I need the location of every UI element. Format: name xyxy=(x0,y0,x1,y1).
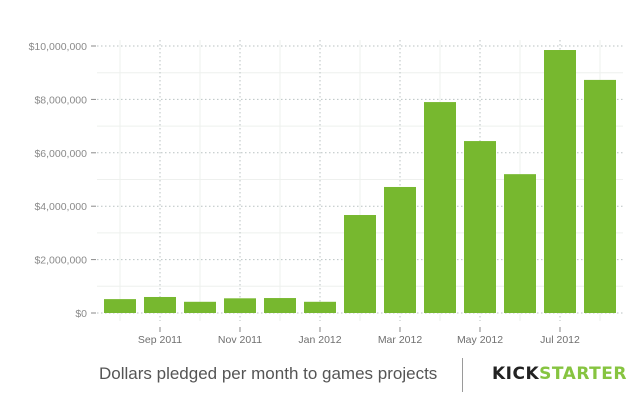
bar-sep-2011 xyxy=(144,296,176,313)
divider xyxy=(462,358,463,392)
bar-chart: $0 $2,000,000 $4,000,000 $6,000,000 $8,000,0… xyxy=(29,40,623,346)
bar-dec-2011 xyxy=(264,298,296,313)
bar-oct-2011 xyxy=(184,301,216,313)
bar-feb-2012 xyxy=(344,215,376,313)
y-tick-label: $10,000,000 xyxy=(29,41,88,53)
y-tick-label: $4,000,000 xyxy=(34,201,87,213)
chart-caption: Dollars pledged per month to games proje… xyxy=(99,364,438,383)
bar-may-2012 xyxy=(464,141,496,313)
x-tick-label: Jan 2012 xyxy=(298,334,341,346)
x-tick-label: Mar 2012 xyxy=(378,334,423,346)
bars xyxy=(104,50,616,313)
bar-nov-2011 xyxy=(224,298,256,313)
bar-aug-2012 xyxy=(584,79,616,313)
x-tick-label: Jul 2012 xyxy=(540,334,580,346)
y-tick-label: $6,000,000 xyxy=(34,148,87,160)
x-tick-label: Nov 2011 xyxy=(218,334,262,346)
bar-aug-2011 xyxy=(104,299,136,313)
bar-jul-2012 xyxy=(544,50,576,313)
y-tick-label: $0 xyxy=(75,308,87,320)
x-axis: Sep 2011 Nov 2011 Jan 2012 Mar 2012 May 2012… xyxy=(138,327,580,346)
bar-apr-2012 xyxy=(424,102,456,313)
y-tick-label: $8,000,000 xyxy=(34,94,87,106)
kickstarter-logo: KICKSTARTER xyxy=(492,364,627,384)
bar-jan-2012 xyxy=(304,301,336,313)
y-tick-label: $2,000,000 xyxy=(34,255,87,267)
bar-jun-2012 xyxy=(504,174,536,313)
x-tick-label: May 2012 xyxy=(457,334,503,346)
x-tick-label: Sep 2011 xyxy=(138,334,182,346)
y-axis: $0 $2,000,000 $4,000,000 $6,000,000 $8,000,0… xyxy=(29,41,96,320)
logo-kick: KICK xyxy=(492,364,540,384)
logo-starter: STARTER xyxy=(539,364,627,384)
bar-mar-2012 xyxy=(384,186,416,313)
